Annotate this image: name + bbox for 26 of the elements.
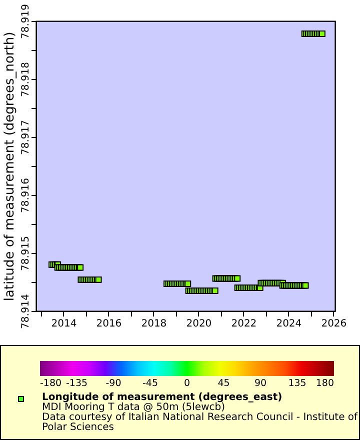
y-tick-label: 78.914 xyxy=(20,294,32,329)
y-tick-label: 78.916 xyxy=(20,178,32,213)
color-bar-label: 0 xyxy=(184,378,190,389)
color-bar-label: -180 xyxy=(40,378,62,389)
y-axis-title: latitude of measurement (degrees_north) xyxy=(2,32,18,302)
color-bar-label: -135 xyxy=(66,378,88,389)
y-tick-label: 78.917 xyxy=(20,120,32,155)
color-bar-label: 90 xyxy=(254,378,267,389)
color-bar-label: -90 xyxy=(106,378,122,389)
x-tick-label: 2024 xyxy=(276,318,302,330)
color-bar-label: 180 xyxy=(316,378,334,389)
text: Data courtesy of Italian National Research Council - Institute of Polar Sciences xyxy=(42,412,358,433)
color-bar-label: -45 xyxy=(142,378,158,389)
color-bar-label: 135 xyxy=(288,378,306,389)
y-tick-label: 78.918 xyxy=(20,62,32,97)
y-tick-label: 78.915 xyxy=(20,236,32,271)
x-tick-label: 2016 xyxy=(96,318,122,330)
x-tick-label: 2022 xyxy=(231,318,257,330)
color-bar-label: 45 xyxy=(218,378,230,389)
y-tick-label: 78.919 xyxy=(20,4,32,39)
x-tick-label: 2020 xyxy=(186,318,212,330)
x-tick-label: 2026 xyxy=(321,318,347,330)
text: MDI Mooring T data @ 50m (5lewcb) xyxy=(42,402,226,413)
x-tick-label: 2014 xyxy=(51,318,77,330)
x-tick-label: 2018 xyxy=(141,318,167,330)
color-bar-title: Longitude of measurement (degrees_east) xyxy=(42,392,284,403)
